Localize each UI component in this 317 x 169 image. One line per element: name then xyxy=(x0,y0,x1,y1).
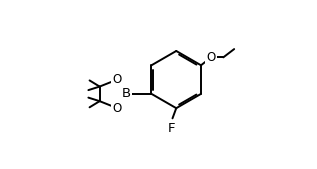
Text: O: O xyxy=(112,73,122,86)
Text: O: O xyxy=(206,51,216,64)
Text: B: B xyxy=(121,87,130,100)
Text: O: O xyxy=(112,102,122,115)
Text: F: F xyxy=(168,122,175,135)
